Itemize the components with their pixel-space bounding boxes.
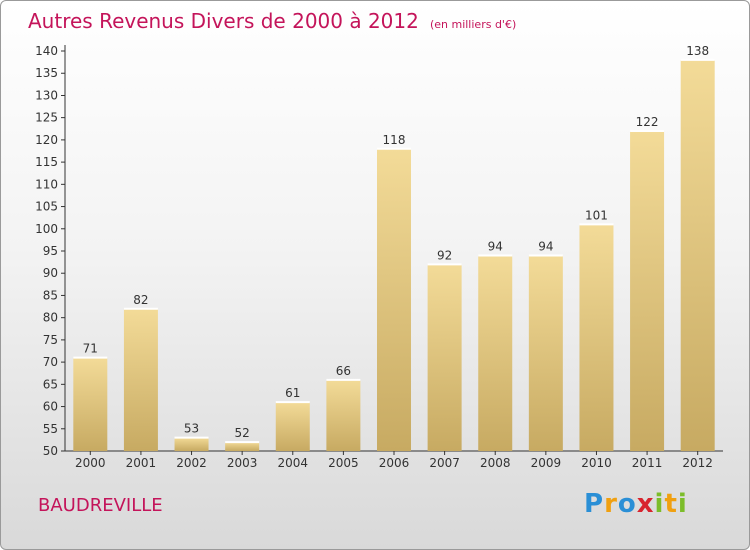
bar [174,437,209,451]
bar [275,402,310,451]
logo-letter: P [584,489,605,519]
x-tick-label: 2006 [379,456,410,470]
y-tick-label: 65 [43,377,58,391]
y-tick-label: 75 [43,333,58,347]
y-tick-label: 80 [43,311,58,325]
logo-letter: o [617,489,637,519]
x-tick-label: 2004 [277,456,308,470]
x-tick-label: 2001 [126,456,157,470]
bar-value-label: 66 [336,364,351,378]
bar [630,131,665,451]
logo-letter: x [636,489,655,519]
bar-value-label: 138 [686,44,709,58]
x-tick-label: 2010 [581,456,612,470]
bar [225,442,260,451]
bar [427,264,462,451]
bar-value-label: 92 [437,248,452,262]
bar-value-label: 52 [235,426,250,440]
x-tick-label: 2008 [480,456,511,470]
y-tick-label: 85 [43,288,58,302]
y-tick-label: 100 [35,222,58,236]
bar [73,357,108,451]
y-tick-label: 70 [43,355,58,369]
bar [478,255,513,451]
y-tick-label: 115 [35,155,58,169]
bar-value-label: 71 [83,342,98,356]
proxiti-logo: Proxiti [584,489,688,519]
x-tick-label: 2009 [531,456,562,470]
x-tick-label: 2011 [632,456,663,470]
x-tick-label: 2012 [682,456,713,470]
y-tick-label: 90 [43,266,58,280]
y-tick-label: 55 [43,422,58,436]
y-tick-label: 135 [35,66,58,80]
y-tick-label: 110 [35,177,58,191]
bar [377,148,411,451]
y-tick-label: 140 [35,44,58,58]
bar-chart: 50 55 60 65 70 75 80 85 90 95 100 105 110 115 120 125 13… [35,44,723,470]
bar-value-label: 118 [383,133,406,147]
bar [123,308,158,451]
x-tick-label: 2007 [429,456,460,470]
bar-value-label: 122 [636,115,659,129]
y-tick-label: 120 [35,133,58,147]
bar [528,255,563,451]
logo-letter: i [677,489,688,519]
bar-value-label: 94 [538,239,553,253]
chart-title: Autres Revenus Divers de 2000 à 2012 (en… [28,9,516,33]
y-tick-label: 60 [43,400,58,414]
y-tick-label: 95 [43,244,58,258]
y-tick-label: 50 [43,444,58,458]
bar-value-label: 53 [184,422,199,436]
bar-value-label: 101 [585,208,608,222]
x-tick-label: 2002 [176,456,207,470]
y-tick-label: 130 [35,88,58,102]
x-tick-label: 2005 [328,456,359,470]
x-tick-label: 2000 [75,456,106,470]
logo-letter: r [604,489,618,519]
x-tick-label: 2003 [227,456,258,470]
bar-value-label: 94 [488,239,503,253]
y-tick-label: 105 [35,200,58,214]
y-tick-label: 125 [35,111,58,125]
chart-title-unit: (en milliers d'€) [429,18,517,31]
bar [326,379,361,451]
logo-letter: t [664,489,678,519]
bar-value-label: 82 [133,293,148,307]
commune-name: BAUDREVILLE [38,495,163,516]
bar [680,59,715,452]
bar-value-label: 61 [285,386,300,400]
chart-title-main: Autres Revenus Divers de 2000 à 2012 [28,9,419,33]
logo-letter: i [654,489,665,519]
bar [579,224,614,451]
